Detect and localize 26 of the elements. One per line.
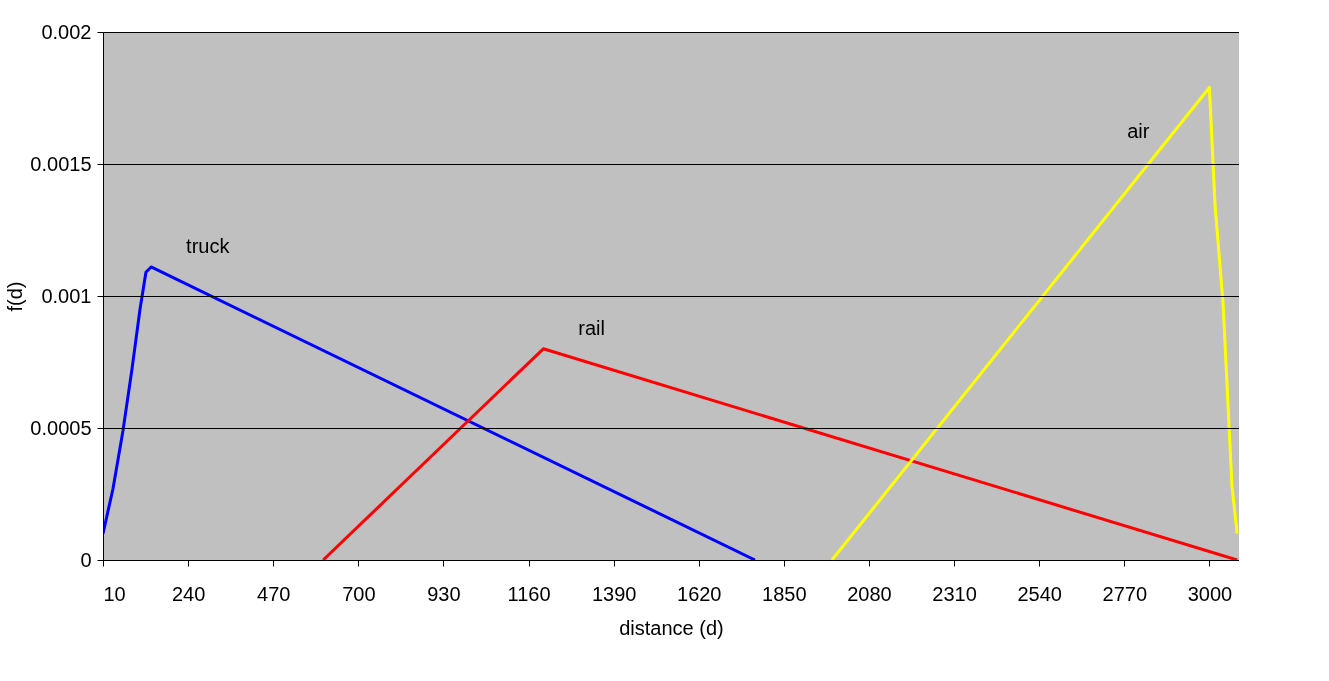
series-label: rail — [578, 316, 606, 339]
y-tick-label: 0.001 — [41, 284, 92, 307]
x-tick-label: 1160 — [507, 582, 551, 605]
x-tick-label: 2540 — [1017, 582, 1062, 605]
line-series — [830, 85, 1239, 560]
series-label: air — [1127, 120, 1150, 143]
x-tick-label: 3000 — [1187, 582, 1233, 605]
series-label: truck — [186, 234, 231, 257]
x-tick-label: 1620 — [677, 582, 722, 605]
y-tick-label: 0 — [80, 548, 92, 571]
x-tick-label: 2310 — [932, 582, 977, 605]
y-tick-label: 0.0015 — [30, 152, 92, 175]
line-series — [103, 265, 757, 560]
x-tick-label: 240 — [171, 582, 206, 605]
x-tick-label: 930 — [427, 582, 461, 605]
x-tick-label: 1850 — [762, 582, 807, 605]
x-axis-title: distance (d) — [619, 616, 724, 639]
x-tick-label: 470 — [257, 582, 291, 605]
x-tick-label: 700 — [342, 582, 376, 605]
y-tick-label: 0.0005 — [30, 416, 92, 439]
x-tick-label: 1390 — [591, 582, 637, 605]
y-tick-label: 0.002 — [41, 20, 92, 43]
x-tick-label: 10 — [103, 582, 126, 605]
x-tick-label: 2080 — [847, 582, 892, 605]
x-tick-label: 2770 — [1102, 582, 1148, 605]
y-axis-title: f(d) — [4, 281, 27, 312]
